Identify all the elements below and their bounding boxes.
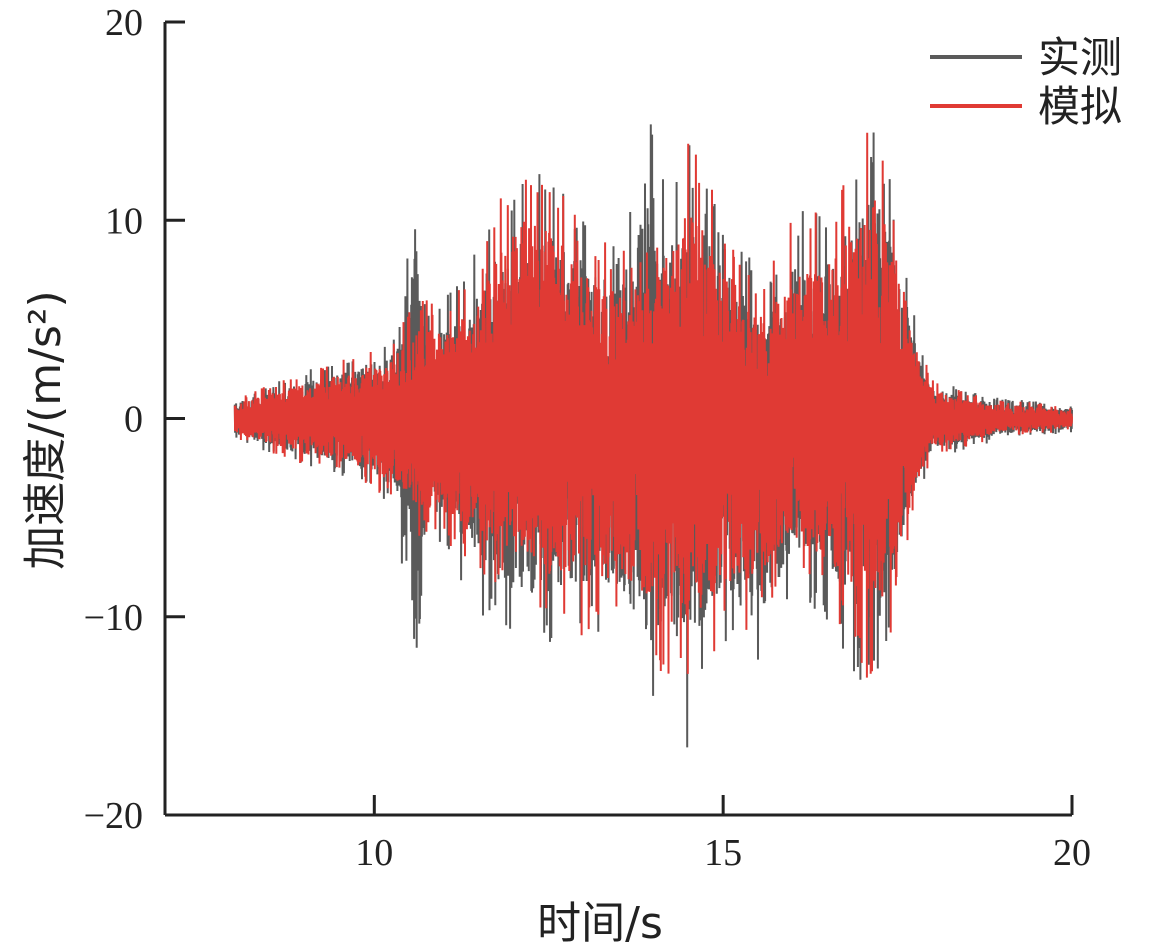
y-tick-label: 0 xyxy=(124,399,143,441)
legend: 实测 模拟 xyxy=(930,33,1122,131)
x-axis-title: 时间/s xyxy=(537,898,663,949)
legend-label-simulated: 模拟 xyxy=(1038,82,1122,131)
y-tick-label: −20 xyxy=(84,795,143,837)
ticks: 20 10 0 −10 −20 10 15 20 xyxy=(84,2,1091,874)
y-tick-label: 20 xyxy=(105,2,143,44)
x-tick-label: 20 xyxy=(1053,832,1091,874)
legend-label-measured: 实测 xyxy=(1038,33,1122,82)
y-tick-label: −10 xyxy=(84,597,143,639)
x-tick-label: 15 xyxy=(704,832,742,874)
series-line-simulated xyxy=(233,132,1073,678)
plot-area xyxy=(233,124,1073,748)
x-tick-label: 10 xyxy=(355,832,393,874)
y-axis-title: 加速度/(m/s²) xyxy=(20,290,71,569)
y-tick-label: 10 xyxy=(105,200,143,242)
